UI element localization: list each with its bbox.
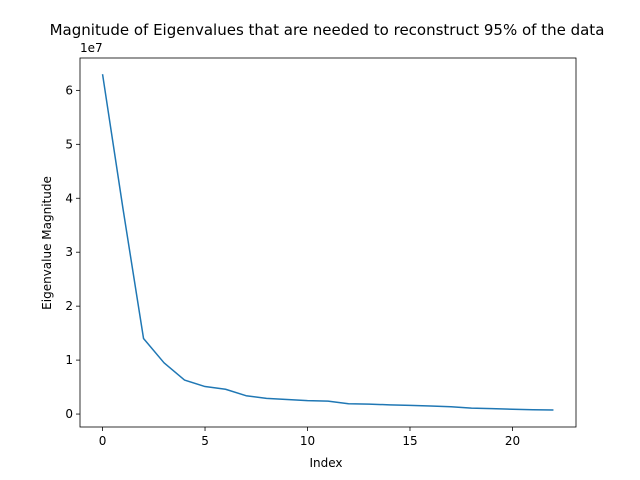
y-tick-label-1: 1 [65,353,73,367]
y-tick-label-6: 6 [65,83,73,97]
y-tick-label-2: 2 [65,299,73,313]
y-tick-label-4: 4 [65,191,73,205]
y-axis-label: Eigenvalue Magnitude [40,176,54,310]
y-tick-label-0: 0 [65,407,73,421]
x-tick-label-20: 20 [505,434,520,448]
y-tick-label-3: 3 [65,245,73,259]
x-tick-label-5: 5 [201,434,209,448]
y-axis-offset-label: 1e7 [80,41,103,55]
x-tick-label-15: 15 [402,434,417,448]
axes-frame [79,57,577,428]
y-tick-label-5: 5 [65,137,73,151]
x-tick-label-10: 10 [300,434,315,448]
chart-title: Magnitude of Eigenvalues that are needed… [50,21,605,39]
series-line-0 [101,74,554,411]
x-axis-label: Index [309,456,342,470]
x-tick-label-0: 0 [99,434,107,448]
plot-area: 0 5 10 15 20 0 1 2 3 4 5 6 [65,57,577,448]
